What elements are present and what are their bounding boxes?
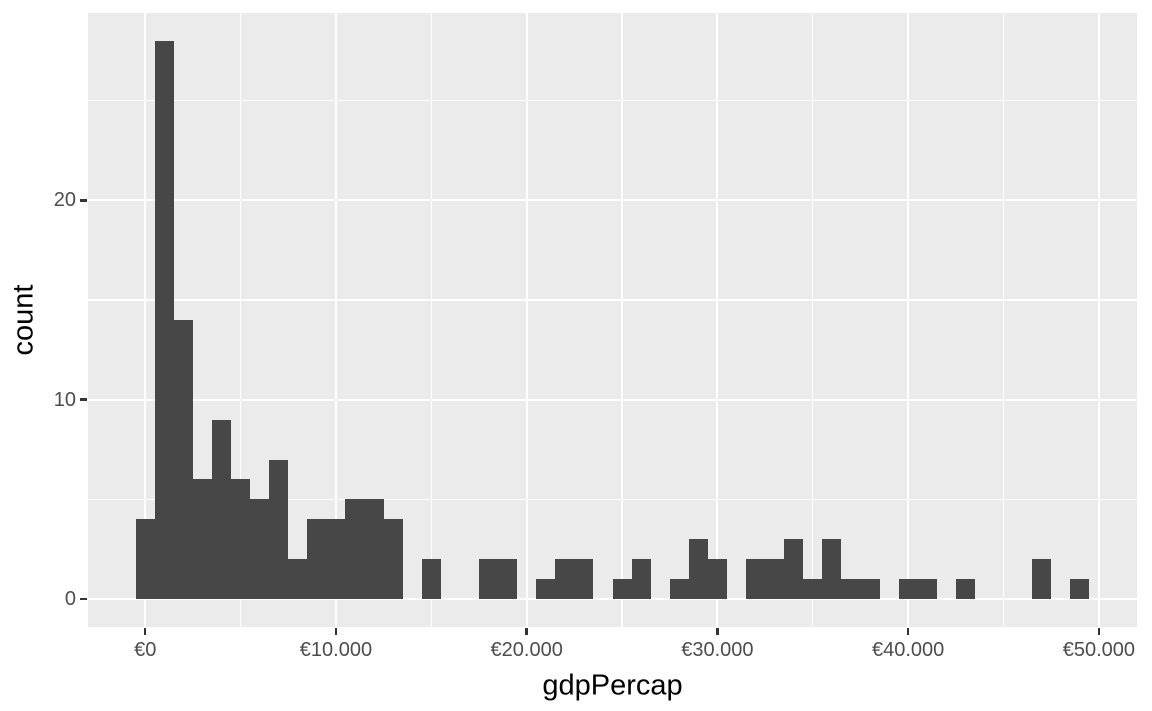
x-axis-tick-label: €50.000 [1062, 639, 1135, 661]
y-axis-tick [80, 199, 87, 202]
histogram-bar [955, 579, 975, 600]
x-major-gridline [716, 13, 719, 627]
x-axis-tick [716, 628, 719, 635]
x-major-gridline [144, 13, 147, 627]
histogram-bar [555, 559, 575, 600]
histogram-bar [631, 559, 651, 600]
histogram-bar [135, 519, 155, 600]
x-minor-gridline [430, 13, 432, 627]
histogram-bar [326, 519, 346, 600]
x-axis-tick-label: €0 [134, 639, 157, 661]
histogram-bar [898, 579, 918, 600]
y-axis-tick [80, 398, 87, 401]
histogram-bar [784, 539, 804, 600]
histogram-bar [288, 559, 308, 600]
y-minor-gridline [88, 498, 1137, 500]
histogram-bar [478, 559, 499, 600]
histogram-bar [192, 479, 212, 600]
histogram-bar [765, 559, 785, 600]
x-axis-tick [1097, 628, 1101, 635]
histogram-bar [250, 499, 270, 600]
histogram-bar [307, 519, 327, 600]
histogram-bar [707, 559, 727, 600]
histogram-bar [841, 579, 861, 600]
histogram-bar [1070, 579, 1090, 600]
histogram-bar [746, 559, 766, 600]
y-axis-tick-label: 10 [53, 388, 76, 411]
x-minor-gridline [621, 13, 623, 627]
x-axis-tick [143, 628, 147, 635]
y-minor-gridline [88, 299, 1137, 301]
x-axis-tick [334, 628, 338, 635]
y-minor-gridline [88, 100, 1137, 102]
x-minor-gridline [812, 13, 814, 627]
histogram-bar [612, 579, 632, 600]
x-axis-tick [525, 628, 528, 635]
histogram-bar [154, 40, 174, 600]
x-axis-tick-label: €20.000 [490, 639, 563, 661]
histogram-bar [822, 539, 842, 600]
x-axis-tick [906, 628, 910, 635]
x-axis-title: gdpPercap [542, 669, 683, 702]
histogram-bar [231, 479, 251, 600]
x-minor-gridline [1002, 13, 1005, 627]
x-major-gridline [1097, 13, 1100, 627]
histogram-bar [498, 559, 518, 600]
histogram-bar [1032, 559, 1052, 600]
histogram-bar [536, 579, 556, 600]
y-axis-tick-label: 20 [53, 189, 76, 212]
histogram-bar [803, 579, 823, 600]
x-major-gridline [907, 13, 910, 627]
y-axis-tick [80, 597, 87, 601]
x-major-gridline [334, 13, 338, 627]
histogram-bar [917, 579, 937, 600]
histogram-bar [269, 459, 289, 600]
x-axis-tick-label: €30.000 [681, 639, 754, 661]
histogram-bar [173, 320, 193, 600]
histogram-bar [669, 579, 689, 600]
histogram-bar [574, 559, 594, 600]
histogram-bar [860, 579, 880, 600]
histogram-bar [688, 539, 708, 600]
x-major-gridline [525, 13, 528, 627]
y-major-gridline [88, 199, 1137, 202]
histogram-bar [383, 519, 403, 600]
y-major-gridline [88, 597, 1137, 601]
y-axis-title: count [7, 284, 40, 356]
y-axis-tick-label: 0 [64, 588, 76, 611]
histogram-bar [364, 499, 384, 600]
histogram-bar [211, 419, 232, 600]
plot-panel [88, 13, 1137, 627]
x-axis-tick-label: €40.000 [871, 639, 945, 661]
histogram-bar [345, 499, 365, 600]
x-minor-gridline [239, 13, 242, 627]
y-major-gridline [88, 398, 1137, 401]
x-axis-tick-label: €10.000 [299, 639, 373, 661]
histogram-bar [421, 559, 441, 600]
